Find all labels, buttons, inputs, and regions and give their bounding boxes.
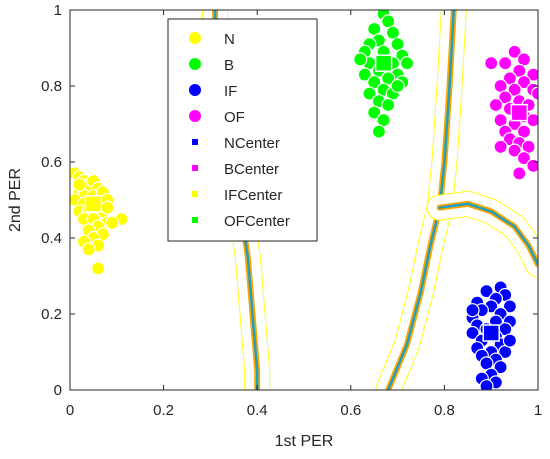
- scatter-point-b: [353, 52, 368, 67]
- legend-box: [167, 18, 318, 242]
- scatter-point-n: [104, 215, 120, 230]
- scatter-point-b: [357, 67, 372, 82]
- center-marker-of: [510, 103, 529, 122]
- scatter-point-if: [465, 303, 480, 318]
- scatter-point-n: [81, 242, 96, 257]
- boundary-ridge-core: [386, 206, 441, 390]
- boundary-ridge-core: [438, 202, 538, 266]
- x-tick-label: 0.8: [434, 402, 455, 419]
- x-axis-ticks: 0 0.2 0.4 0.6 0.8 1: [66, 10, 542, 419]
- legend-label: N: [224, 31, 235, 48]
- y-tick-label: 0: [54, 382, 62, 399]
- scatter-point-of: [512, 166, 527, 181]
- center-marker-if: [482, 324, 500, 342]
- center-marker-n: [84, 195, 103, 213]
- scatter-point-of: [507, 44, 522, 59]
- legend-label: IFCenter: [224, 187, 282, 204]
- legend-marker: [192, 139, 198, 145]
- legend-marker: [192, 191, 198, 197]
- x-tick-label: 0: [66, 402, 74, 419]
- scatter-point-n: [100, 200, 115, 215]
- scatter-point-b: [362, 86, 377, 101]
- legend-label: IF: [224, 83, 237, 100]
- y-tick-label: 0.8: [41, 78, 62, 95]
- cluster-centers-layer: [84, 54, 529, 342]
- x-tick-label: 1: [534, 402, 542, 419]
- scatter-point-of: [484, 56, 499, 71]
- scatter-point-b: [367, 105, 382, 120]
- legend-marker: [192, 165, 198, 171]
- x-tick-label: 0.2: [153, 402, 174, 419]
- y-tick-label: 1: [54, 2, 62, 19]
- scatter-point-of: [516, 75, 532, 90]
- scatter-point-of: [530, 86, 538, 101]
- scatter-point-b: [390, 78, 405, 94]
- scatter-point-n: [90, 261, 106, 276]
- scatter-point-of: [516, 151, 532, 166]
- x-tick-label: 0.4: [247, 402, 268, 419]
- center-marker-b: [374, 54, 393, 72]
- scatter-point-if: [493, 360, 508, 375]
- y-tick-label: 0.2: [41, 306, 62, 323]
- scatter-point-if: [479, 379, 494, 390]
- legend-marker: [192, 217, 198, 223]
- legend-marker: [188, 109, 202, 123]
- legend-marker: [188, 83, 202, 97]
- scatter-point-if: [502, 333, 517, 348]
- scatter-point-of: [498, 56, 513, 71]
- scatter-point-of: [507, 143, 522, 158]
- x-tick-label: 0.6: [340, 402, 361, 419]
- legend-label: B: [224, 57, 234, 74]
- legend-label: BCenter: [224, 161, 279, 178]
- scatter-point-if: [502, 299, 517, 314]
- scatter-point-b: [371, 124, 386, 139]
- legend-marker: [188, 31, 202, 45]
- scatter-point-n: [72, 177, 87, 192]
- scatter-point-b: [399, 56, 415, 71]
- scatter-point-if: [479, 284, 494, 299]
- plot-frame: [69, 9, 539, 391]
- data-points-layer: [70, 10, 538, 390]
- legend-marker: [188, 57, 202, 71]
- boundary-ridge-core: [438, 10, 456, 209]
- y-axis-ticks: 0 0.2 0.4 0.6 0.8 1: [41, 2, 538, 399]
- legend-label: OF: [224, 109, 245, 126]
- legend-label: OFCenter: [224, 213, 290, 230]
- scatter-point-b: [381, 97, 396, 113]
- scatter-point-if: [465, 325, 480, 341]
- y-axis-label: 2nd PER: [7, 168, 24, 232]
- scatter-point-of: [526, 158, 538, 173]
- y-tick-label: 0.6: [41, 154, 62, 171]
- legend-label: NCenter: [224, 135, 280, 152]
- scatter-point-of: [488, 97, 503, 113]
- legend: NB IF OF NCenter BCenter IFCenter OFCenter: [167, 18, 318, 242]
- x-axis-label: 1st PER: [275, 433, 334, 450]
- scatter-point-of: [493, 139, 508, 154]
- y-tick-label: 0.4: [41, 230, 62, 247]
